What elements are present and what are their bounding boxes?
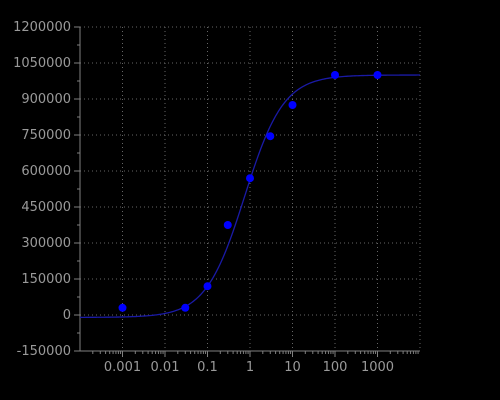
x-tick-label: 0.1: [197, 360, 218, 375]
y-axis-ticks: -150000 0 150000 300000 450000 600000 750000 90…: [13, 20, 80, 359]
y-tick-label: -150000: [17, 344, 71, 359]
x-axis-ticks: 0.001 0.01 0.1 1 10 100 1000: [92, 351, 419, 375]
x-tick-label: 1000: [361, 360, 394, 375]
data-point: [266, 132, 275, 141]
x-tick-label: 0.01: [151, 360, 180, 375]
data-point: [118, 303, 127, 312]
data-point: [203, 282, 212, 291]
x-tick-label: 0.001: [104, 360, 141, 375]
x-tick-label: 10: [284, 360, 301, 375]
y-tick-label: 600000: [21, 164, 71, 179]
y-tick-label: 900000: [21, 92, 71, 107]
data-point: [288, 101, 297, 109]
data-point: [181, 303, 190, 312]
y-tick-label: 750000: [21, 128, 71, 143]
y-tick-label: 0: [63, 308, 71, 323]
data-point: [373, 71, 382, 79]
data-point: [246, 174, 254, 183]
y-tick-label: 150000: [21, 272, 71, 287]
x-tick-label: 1: [246, 360, 254, 375]
data-point: [223, 221, 232, 229]
x-tick-label: 100: [323, 360, 348, 375]
y-tick-label: 450000: [21, 200, 71, 215]
y-tick-label: 1050000: [13, 56, 71, 71]
y-tick-label: 1200000: [13, 20, 71, 35]
data-point: [331, 71, 339, 79]
data-points-layer: [118, 71, 382, 312]
y-tick-label: 300000: [21, 236, 71, 251]
